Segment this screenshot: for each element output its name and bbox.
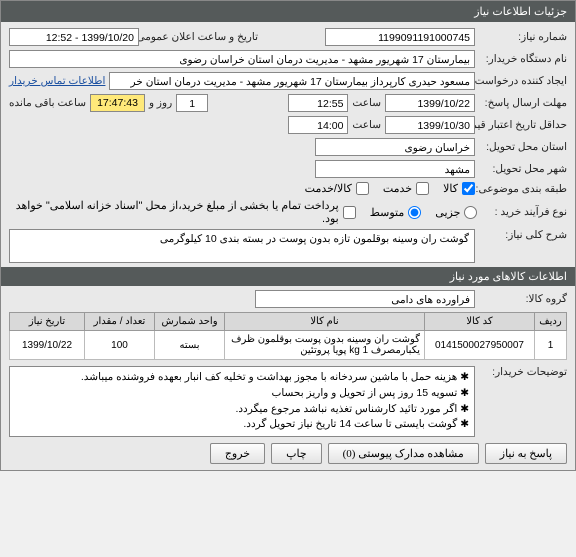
- note-line-2: تسویه 15 روز پس از تحویل و واریز بحساب: [15, 386, 469, 402]
- category-label: طبقه بندی موضوعی:: [479, 183, 567, 195]
- row-creator: ایجاد کننده درخواست: مسعود حیدری کارپردا…: [9, 72, 567, 90]
- panel-title: جزئیات اطلاعات نیاز: [474, 6, 567, 18]
- proc-note-label: پرداخت تمام یا بخشی از مبلغ خرید،از محل …: [9, 199, 339, 225]
- category-options: کالا خدمت کالا/خدمت: [305, 182, 475, 195]
- cat-service-checkbox[interactable]: [416, 182, 429, 195]
- group-field: فراورده های دامی: [255, 290, 475, 308]
- process-options: جزیی متوسط پرداخت تمام یا بخشی از مبلغ خ…: [9, 199, 477, 225]
- deadline-label: مهلت ارسال پاسخ:: [479, 97, 567, 109]
- row-process: نوع فرآیند خرید : جزیی متوسط پرداخت تمام…: [9, 199, 567, 225]
- table-row[interactable]: 1 0141500027950007 گوشت ران وسینه بدون پ…: [10, 331, 567, 360]
- cell-row: 1: [535, 331, 567, 360]
- proc-small-label: جزیی: [435, 206, 460, 219]
- process-label: نوع فرآیند خرید :: [481, 206, 567, 218]
- col-row: ردیف: [535, 313, 567, 331]
- buyer-field: بیمارستان 17 شهریور مشهد - مدیریت درمان …: [9, 50, 475, 68]
- proc-note-checkbox[interactable]: [343, 206, 356, 219]
- note-line-4: گوشت بایستی تا ساعت 14 تاریخ نیاز تحویل …: [15, 417, 469, 433]
- row-validity: حداقل تاریخ اعتبار قیمت: تا تاریخ: 1399/…: [9, 116, 567, 134]
- attachments-button[interactable]: مشاهده مدارک پیوستی (0): [328, 443, 479, 464]
- cell-code: 0141500027950007: [425, 331, 535, 360]
- proc-small-radio[interactable]: [464, 206, 477, 219]
- desc-field: گوشت ران وسینه بوقلمون تازه بدون پوست در…: [9, 229, 475, 263]
- col-code: کد کالا: [425, 313, 535, 331]
- cat-both-label: کالا/خدمت: [305, 182, 352, 195]
- cell-date: 1399/10/22: [10, 331, 85, 360]
- day-word: روز و: [149, 97, 172, 109]
- goods-table: ردیف کد کالا نام کالا واحد شمارش تعداد /…: [9, 312, 567, 360]
- validity-date-field: 1399/10/30: [385, 116, 475, 134]
- note-line-3: اگر مورد تائید کارشناس تغذیه نباشد مرجوع…: [15, 402, 469, 418]
- proc-small-option[interactable]: جزیی: [435, 206, 477, 219]
- contact-link[interactable]: اطلاعات تماس خریدار: [9, 75, 105, 87]
- time-label-2: ساعت: [352, 119, 381, 131]
- col-name: نام کالا: [225, 313, 425, 331]
- proc-medium-label: متوسط: [370, 206, 405, 219]
- buyer-notes-box: هزینه حمل با ماشین سردخانه با مجوز بهداش…: [9, 366, 475, 437]
- time-label-1: ساعت: [352, 97, 381, 109]
- exit-button[interactable]: خروج: [210, 443, 265, 464]
- row-notes: توضیحات خریدار: هزینه حمل با ماشین سردخا…: [9, 366, 567, 437]
- city-field: مشهد: [315, 160, 475, 178]
- announce-label: تاریخ و ساعت اعلان عمومی:: [143, 31, 258, 43]
- note-line-1: هزینه حمل با ماشین سردخانه با مجوز بهداش…: [15, 370, 469, 386]
- reply-button[interactable]: پاسخ به نیاز: [485, 443, 567, 464]
- row-category: طبقه بندی موضوعی: کالا خدمت کالا/خدمت: [9, 182, 567, 195]
- print-button[interactable]: چاپ: [271, 443, 322, 464]
- col-qty: تعداد / مقدار: [85, 313, 155, 331]
- creator-field: مسعود حیدری کارپرداز بیمارستان 17 شهریور…: [109, 72, 475, 90]
- province-field: خراسان رضوی: [315, 138, 475, 156]
- desc-label: شرح کلی نیاز:: [479, 229, 567, 241]
- proc-medium-radio[interactable]: [408, 206, 421, 219]
- row-city: شهر محل تحویل: مشهد: [9, 160, 567, 178]
- group-label: گروه کالا:: [479, 293, 567, 305]
- creator-label: ایجاد کننده درخواست:: [479, 75, 567, 87]
- col-unit: واحد شمارش: [155, 313, 225, 331]
- req-no-field: 1199091191000745: [325, 28, 475, 46]
- goods-sub-header: اطلاعات کالاهای مورد نیاز: [1, 267, 575, 286]
- row-buyer: نام دستگاه خریدار: بیمارستان 17 شهریور م…: [9, 50, 567, 68]
- cell-qty: 100: [85, 331, 155, 360]
- req-no-label: شماره نیاز:: [479, 31, 567, 43]
- row-group: گروه کالا: فراورده های دامی: [9, 290, 567, 308]
- main-panel: جزئیات اطلاعات نیاز شماره نیاز: 11990911…: [0, 0, 576, 471]
- col-date: تاریخ نیاز: [10, 313, 85, 331]
- countdown-days: 1: [176, 94, 208, 112]
- row-desc: شرح کلی نیاز: گوشت ران وسینه بوقلمون تاز…: [9, 229, 567, 263]
- cat-goods-checkbox[interactable]: [462, 182, 475, 195]
- panel-content: شماره نیاز: 1199091191000745 تاریخ و ساع…: [1, 22, 575, 470]
- validity-time-field: 14:00: [288, 116, 348, 134]
- cell-name: گوشت ران وسینه بدون پوست بوقلمون ظرف یکب…: [225, 331, 425, 360]
- buyer-notes-label: توضیحات خریدار:: [479, 366, 567, 378]
- remaining-label: ساعت باقی مانده: [9, 97, 86, 109]
- deadline-time-field: 12:55: [288, 94, 348, 112]
- cat-service-label: خدمت: [383, 182, 412, 195]
- cat-both-option[interactable]: کالا/خدمت: [305, 182, 369, 195]
- countdown-time: 17:47:43: [90, 94, 145, 112]
- proc-note-option[interactable]: پرداخت تمام یا بخشی از مبلغ خرید،از محل …: [9, 199, 356, 225]
- cat-both-checkbox[interactable]: [356, 182, 369, 195]
- cat-goods-option[interactable]: کالا: [443, 182, 475, 195]
- cat-service-option[interactable]: خدمت: [383, 182, 429, 195]
- row-province: استان محل تحویل: خراسان رضوی: [9, 138, 567, 156]
- buyer-label: نام دستگاه خریدار:: [479, 53, 567, 65]
- panel-header: جزئیات اطلاعات نیاز: [1, 1, 575, 22]
- proc-medium-option[interactable]: متوسط: [370, 206, 422, 219]
- province-label: استان محل تحویل:: [479, 141, 567, 153]
- city-label: شهر محل تحویل:: [479, 163, 567, 175]
- deadline-date-field: 1399/10/22: [385, 94, 475, 112]
- row-deadline: مهلت ارسال پاسخ: 1399/10/22 ساعت 12:55 1…: [9, 94, 567, 112]
- cell-unit: بسته: [155, 331, 225, 360]
- cat-goods-label: کالا: [443, 182, 458, 195]
- table-header-row: ردیف کد کالا نام کالا واحد شمارش تعداد /…: [10, 313, 567, 331]
- row-req-no: شماره نیاز: 1199091191000745 تاریخ و ساع…: [9, 28, 567, 46]
- validity-label: حداقل تاریخ اعتبار قیمت: تا تاریخ:: [479, 119, 567, 131]
- button-row: پاسخ به نیاز مشاهده مدارک پیوستی (0) چاپ…: [9, 443, 567, 464]
- announce-field: 1399/10/20 - 12:52: [9, 28, 139, 46]
